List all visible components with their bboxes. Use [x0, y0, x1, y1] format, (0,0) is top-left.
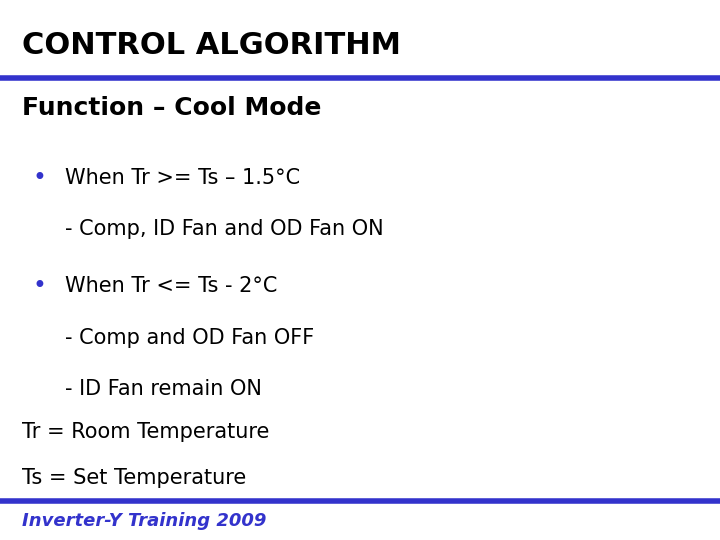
Text: Tr = Room Temperature: Tr = Room Temperature	[22, 422, 269, 442]
Text: •: •	[32, 274, 46, 298]
Text: •: •	[32, 166, 46, 190]
Text: - ID Fan remain ON: - ID Fan remain ON	[65, 379, 261, 399]
Text: CONTROL ALGORITHM: CONTROL ALGORITHM	[22, 31, 400, 60]
Text: - Comp, ID Fan and OD Fan ON: - Comp, ID Fan and OD Fan ON	[65, 219, 384, 240]
Text: When Tr <= Ts - 2°C: When Tr <= Ts - 2°C	[65, 276, 277, 296]
Text: When Tr >= Ts – 1.5°C: When Tr >= Ts – 1.5°C	[65, 168, 300, 188]
Text: - Comp and OD Fan OFF: - Comp and OD Fan OFF	[65, 327, 314, 348]
Text: Ts = Set Temperature: Ts = Set Temperature	[22, 468, 246, 488]
Text: Function – Cool Mode: Function – Cool Mode	[22, 96, 321, 120]
Text: Inverter-Y Training 2009: Inverter-Y Training 2009	[22, 511, 266, 530]
